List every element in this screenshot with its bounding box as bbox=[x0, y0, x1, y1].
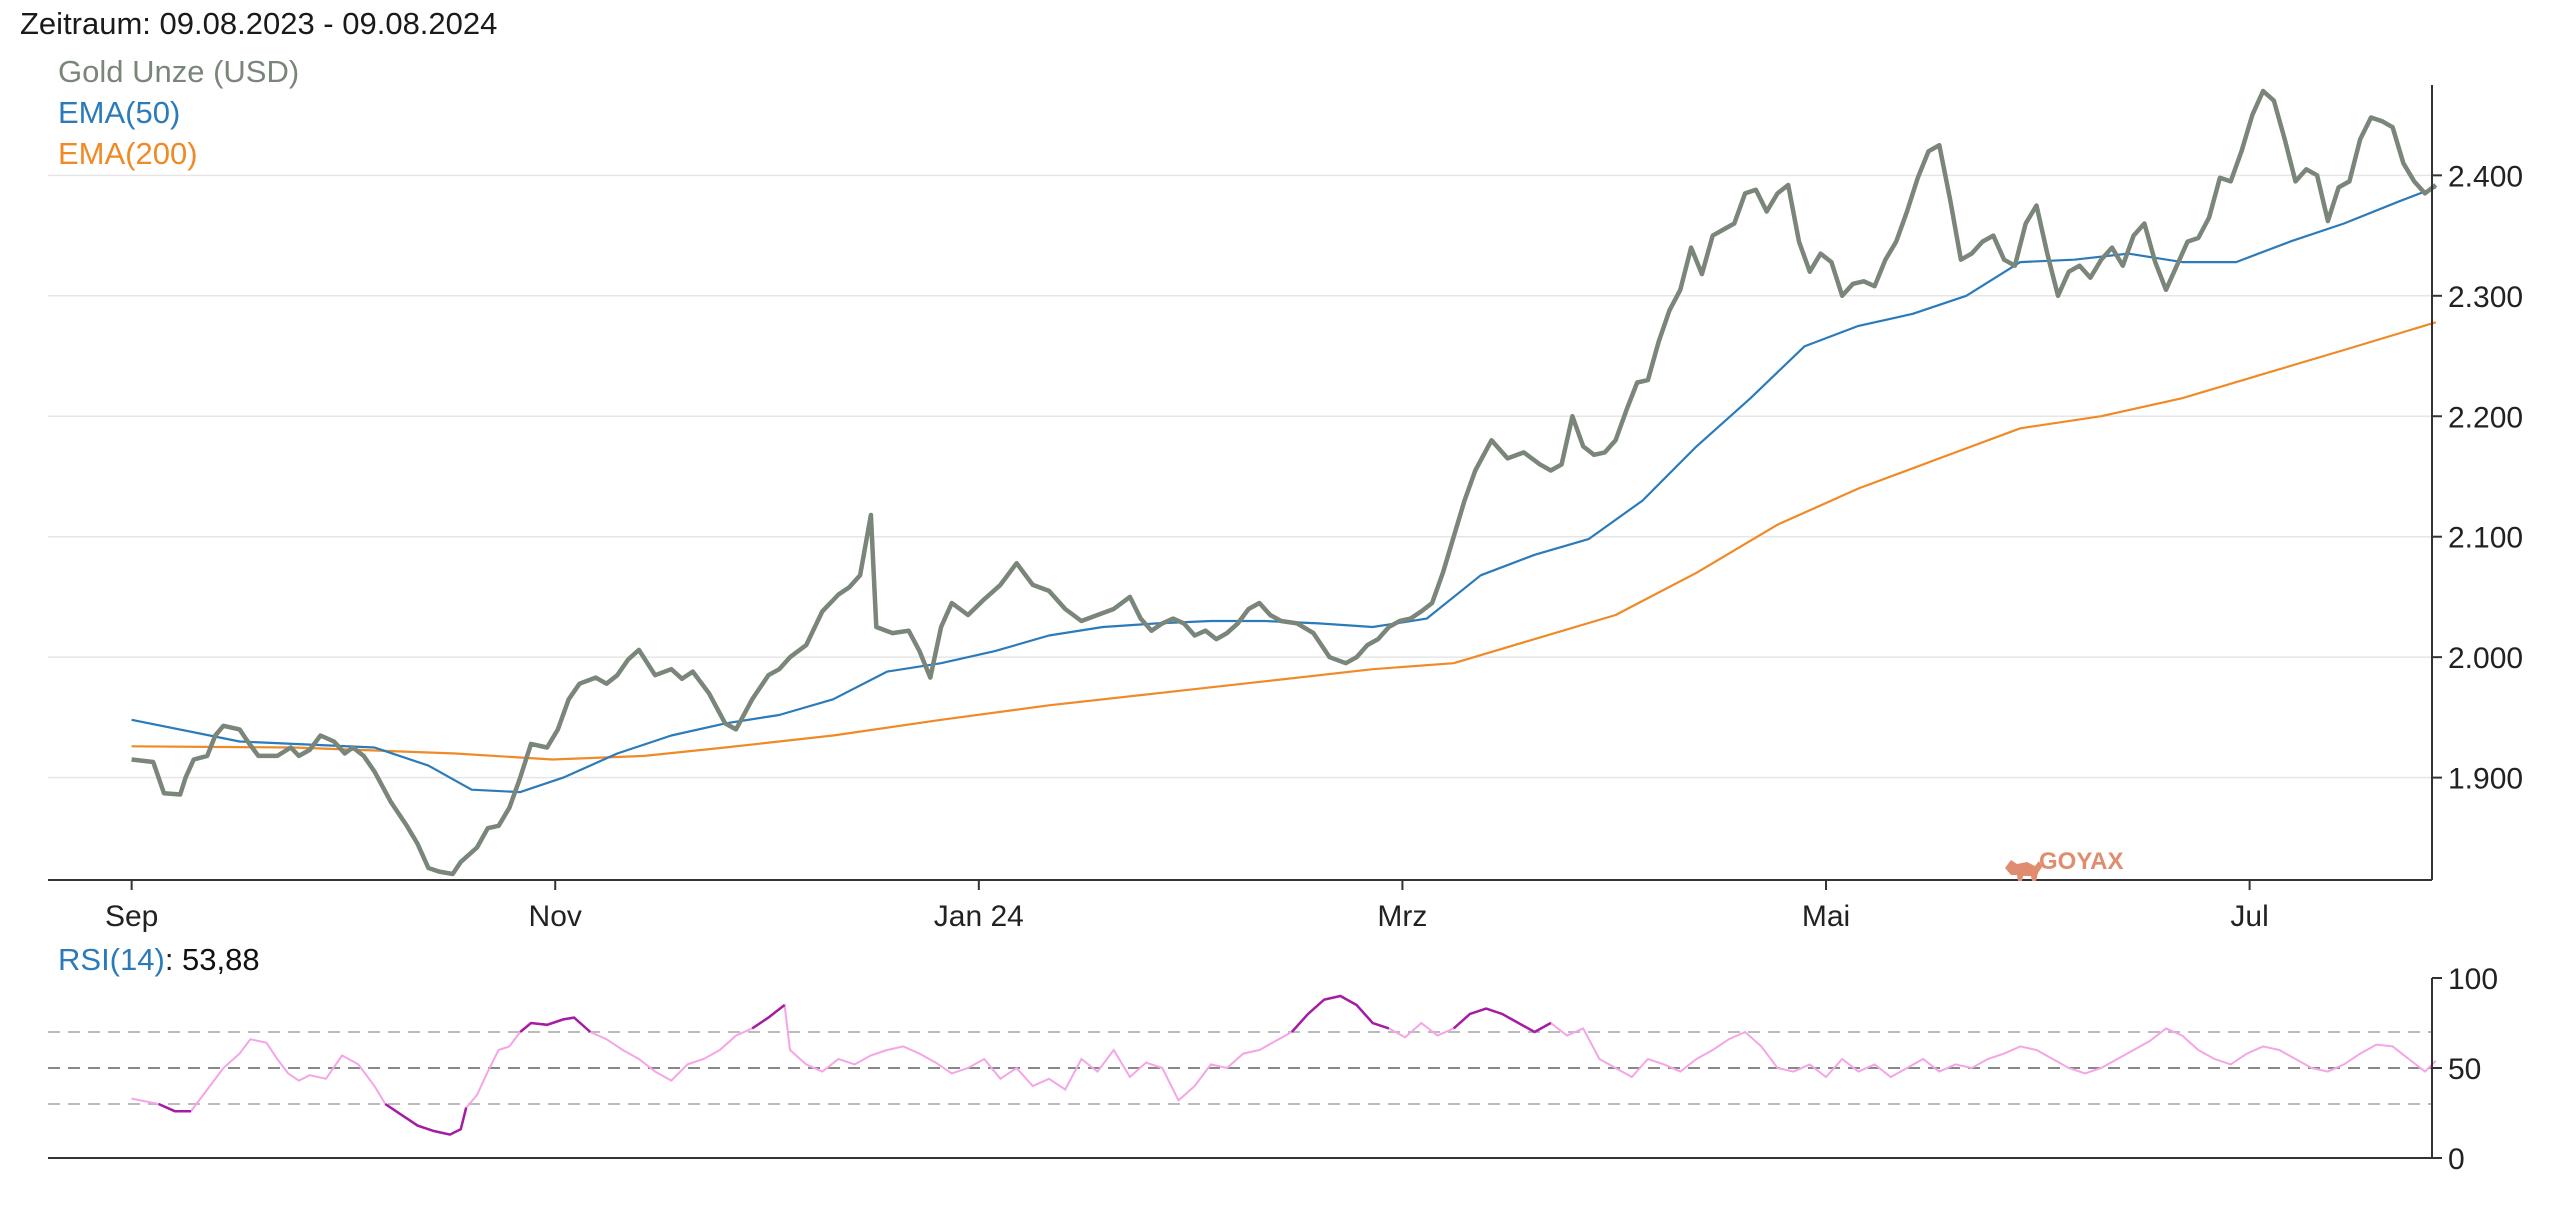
logo-text: GOYAX bbox=[2039, 848, 2123, 875]
price-y-tick-labels: 1.900 2.000 2.100 2.200 2.300 2.400 bbox=[2432, 160, 2523, 796]
series-line-gold bbox=[131, 88, 2438, 877]
price-y-tick-label: 2.100 bbox=[2448, 522, 2523, 555]
goyax-logo: GOYAX bbox=[2005, 848, 2123, 881]
x-tick-label: Mai bbox=[1802, 900, 1850, 933]
rsi-series bbox=[131, 994, 2437, 1136]
price-y-tick-label: 1.900 bbox=[2448, 763, 2523, 796]
rsi-extreme-segment bbox=[384, 1102, 468, 1136]
x-tick-labels: Sep Nov Jan 24 Mrz Mai Jul bbox=[105, 880, 2269, 933]
price-y-tick-label: 2.300 bbox=[2448, 281, 2523, 314]
series-line-ema200 bbox=[131, 321, 2437, 761]
rsi-y-tick-label: 50 bbox=[2448, 1053, 2481, 1086]
rsi-extreme-segment bbox=[519, 1016, 592, 1033]
legend-gold: Gold Unze (USD) bbox=[58, 54, 300, 89]
legend-ema50: EMA(50) bbox=[58, 95, 181, 130]
price-gridlines bbox=[48, 174, 2432, 779]
x-tick-label: Jan 24 bbox=[934, 900, 1024, 933]
rsi-extreme-segment bbox=[1452, 1007, 1552, 1034]
price-y-tick-label: 2.200 bbox=[2448, 401, 2523, 434]
rsi-legend: RSI(14): 53,88 bbox=[58, 942, 260, 977]
bull-icon bbox=[2005, 860, 2042, 881]
x-tick-label: Sep bbox=[105, 900, 158, 933]
legend-ema200: EMA(200) bbox=[58, 136, 198, 171]
period-label: Zeitraum: 09.08.2023 - 09.08.2024 bbox=[20, 6, 498, 41]
price-y-tick-label: 2.000 bbox=[2448, 642, 2523, 675]
rsi-extreme-segment bbox=[751, 1004, 786, 1030]
rsi-y-tick-label: 100 bbox=[2448, 963, 2498, 996]
rsi-extreme-segment bbox=[1290, 994, 1390, 1033]
rsi-extreme-segment bbox=[158, 1102, 191, 1113]
price-series bbox=[131, 88, 2438, 877]
rsi-title: RSI(14) bbox=[58, 942, 165, 977]
x-tick-label: Nov bbox=[529, 900, 582, 933]
series-line-ema50 bbox=[131, 186, 2437, 794]
rsi-reference-lines bbox=[48, 1031, 2432, 1105]
x-tick-label: Mrz bbox=[1377, 900, 1427, 933]
rsi-current-value: 53,88 bbox=[182, 942, 260, 977]
x-tick-label: Jul bbox=[2230, 900, 2268, 933]
price-axes bbox=[48, 85, 2433, 881]
rsi-line bbox=[131, 994, 2437, 1136]
rsi-y-tick-label: 0 bbox=[2448, 1143, 2465, 1176]
rsi-y-tick-labels: 0 50 100 bbox=[2432, 963, 2498, 1176]
price-y-tick-label: 2.400 bbox=[2448, 160, 2523, 193]
